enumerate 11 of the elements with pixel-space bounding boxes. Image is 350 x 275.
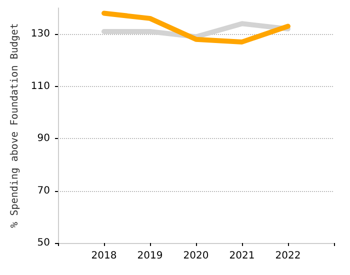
x-tick-label: 2020 bbox=[183, 250, 209, 262]
x-tick-label: 2018 bbox=[91, 250, 117, 262]
x-tick-label: 2019 bbox=[137, 250, 163, 262]
x-tick-label: 2022 bbox=[275, 250, 301, 262]
y-axis-title: % Spending above Foundation Budget bbox=[10, 23, 20, 228]
y-tick-label: 130 bbox=[30, 28, 50, 40]
y-tick-label: 90 bbox=[37, 133, 50, 144]
x-tick-label: 2021 bbox=[229, 250, 255, 262]
y-tick-label: 70 bbox=[37, 185, 50, 196]
y-tick-label: 50 bbox=[37, 238, 50, 248]
y-tick-label: 110 bbox=[30, 80, 50, 92]
